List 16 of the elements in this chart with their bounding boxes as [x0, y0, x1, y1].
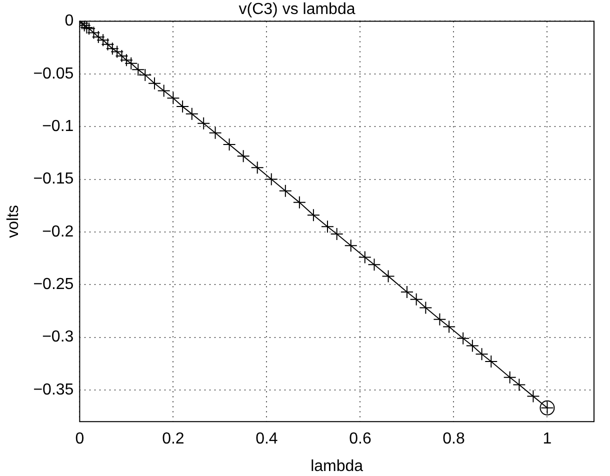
y-tick-label: −0.3 — [42, 328, 74, 346]
chart-title: v(C3) vs lambda — [238, 1, 356, 18]
y-tick-label: −0.05 — [33, 65, 74, 82]
y-tick-label: 0 — [64, 12, 74, 30]
x-axis-title: lambda — [310, 458, 364, 475]
y-tick-label: −0.35 — [33, 381, 74, 398]
y-tick-label: −0.1 — [42, 118, 74, 135]
y-axis-title: volts — [5, 204, 22, 238]
y-tick-label: −0.2 — [42, 223, 74, 240]
x-tick-label: 0.8 — [442, 430, 465, 448]
x-tick-label: 1 — [542, 430, 552, 448]
x-tick-label: 0.2 — [162, 430, 184, 448]
x-tick-label: 0.4 — [256, 430, 278, 448]
y-tick-label: −0.15 — [33, 170, 74, 188]
x-tick-label: 0.6 — [349, 430, 372, 448]
y-tick-label: −0.25 — [33, 276, 74, 294]
